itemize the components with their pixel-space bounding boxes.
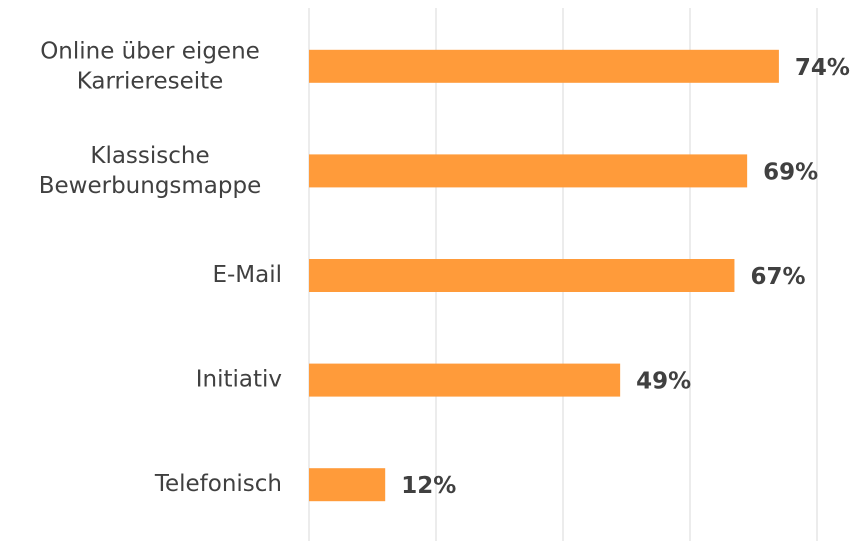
bar (309, 363, 621, 397)
value-label: 49% (636, 369, 691, 395)
value-label: 12% (401, 473, 456, 499)
category-label: Online über eigene Karriereseite (40, 38, 260, 94)
bar (309, 154, 748, 188)
category-label: Initiativ (196, 367, 282, 393)
category-label: E-Mail (212, 262, 282, 288)
value-label: 69% (763, 159, 818, 185)
category-label: Telefonisch (154, 471, 282, 497)
bar (309, 259, 735, 292)
value-label: 67% (750, 264, 805, 290)
value-label: 74% (795, 55, 850, 81)
bar (309, 49, 779, 83)
bar (309, 468, 386, 502)
category-label: Klassische Bewerbungsmappe (39, 142, 262, 198)
